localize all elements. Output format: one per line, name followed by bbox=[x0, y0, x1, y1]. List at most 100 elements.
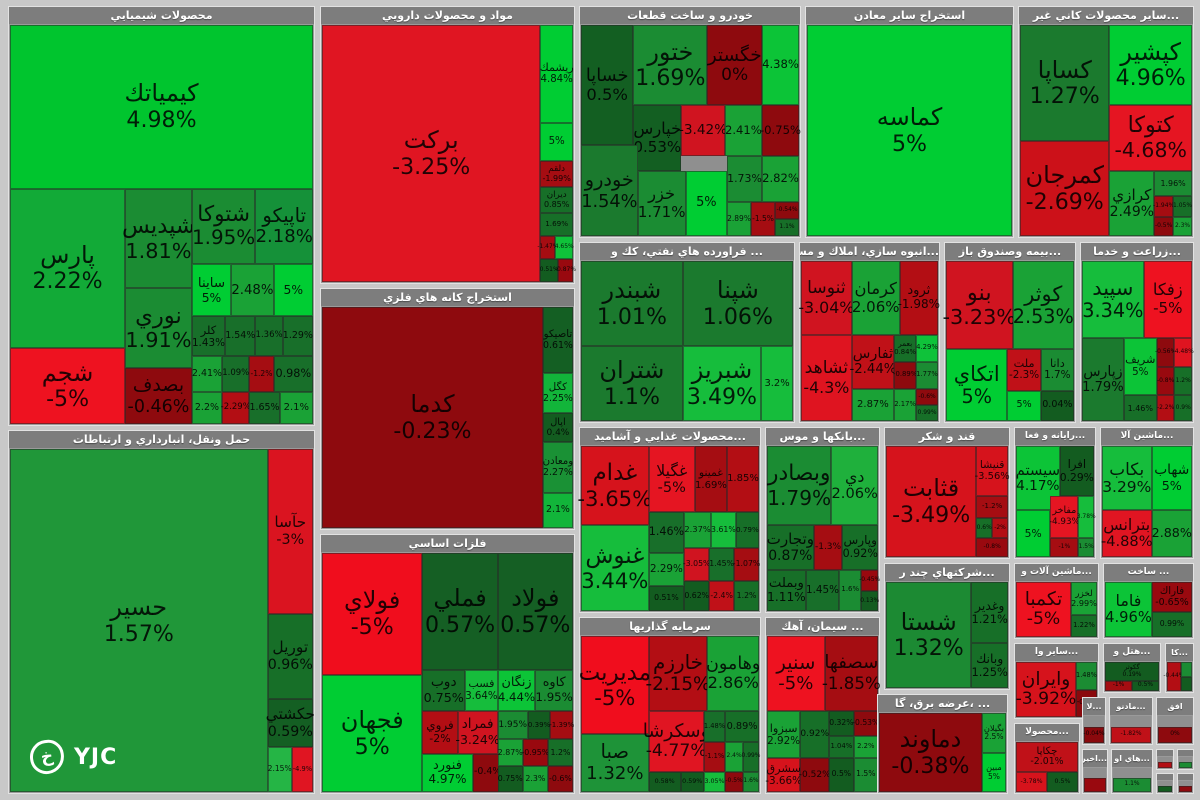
treemap-tile[interactable]: 2.3% bbox=[522, 765, 548, 792]
treemap-tile[interactable]: 5% bbox=[1007, 390, 1041, 421]
treemap-tile[interactable]: 0.5% bbox=[829, 757, 854, 792]
treemap-tile[interactable]: -1.5% bbox=[751, 202, 775, 236]
treemap-tile[interactable]: 0.5% bbox=[1047, 772, 1078, 792]
treemap-tile[interactable]: -1.1% bbox=[703, 742, 726, 772]
treemap-tile-كوثر[interactable]: كوثر 2.53% bbox=[1012, 261, 1074, 349]
treemap-tile-بكاب[interactable]: بكاب 3.29% bbox=[1102, 446, 1152, 511]
treemap-tile[interactable]: -0.89% bbox=[893, 361, 917, 389]
treemap-tile[interactable]: 1.96% bbox=[1154, 170, 1192, 196]
treemap-tile[interactable]: 1.54% bbox=[225, 316, 256, 357]
treemap-tile[interactable]: 0.98% bbox=[273, 356, 313, 393]
treemap-tile[interactable]: 0.39% bbox=[527, 710, 551, 740]
treemap-tile-شپنا[interactable]: شپنا 1.06% bbox=[682, 261, 793, 346]
treemap-tile-خپارس[interactable]: خپارس 0.53% bbox=[633, 105, 682, 171]
treemap-tile-ختور[interactable]: ختور 1.69% bbox=[633, 25, 708, 106]
treemap-tile[interactable]: 1.2% bbox=[734, 581, 759, 611]
treemap-tile-كمرجان[interactable]: كمرجان -2.69% bbox=[1020, 141, 1110, 236]
treemap-tile[interactable]: -0.54% bbox=[775, 202, 799, 220]
treemap-tile-مديريت[interactable]: مديريت -5% bbox=[579, 636, 651, 735]
treemap-tile-قنيشا[interactable]: قنيشا -3.56% bbox=[975, 446, 1010, 496]
treemap-tile[interactable]: 2.82% bbox=[761, 155, 799, 203]
treemap-tile-ثفارس[interactable]: ثفارس -2.44% bbox=[849, 334, 896, 389]
treemap-tile[interactable]: 2.2% bbox=[853, 735, 878, 758]
treemap-tile-ديران[interactable]: ديران 0.85% bbox=[540, 186, 573, 213]
treemap-tile-غدام[interactable]: غدام -3.65% bbox=[577, 446, 652, 526]
treemap-tile[interactable]: -1.07% bbox=[733, 548, 760, 582]
treemap-tile-وسكرشا[interactable]: وسكرشا -4.77% bbox=[643, 710, 710, 772]
treemap-tile[interactable] bbox=[1158, 785, 1172, 792]
treemap-tile[interactable]: 3.05% bbox=[703, 771, 726, 792]
treemap-tile[interactable]: 1.2% bbox=[547, 739, 573, 766]
treemap-tile[interactable]: 1.65% bbox=[249, 392, 280, 424]
treemap-tile-سپيد[interactable]: سپيد 3.34% bbox=[1082, 261, 1144, 338]
treemap-tile[interactable]: -0.44% bbox=[1163, 662, 1184, 691]
treemap-tile[interactable]: 1.5% bbox=[853, 757, 878, 792]
treemap-tile-خزر[interactable]: خزر 1.71% bbox=[637, 170, 686, 236]
treemap-tile-فاما[interactable]: فاما 4.96% bbox=[1105, 582, 1152, 637]
treemap-tile-بنو[interactable]: بنو -3.23% bbox=[942, 261, 1016, 349]
treemap-tile[interactable]: 2.15% bbox=[267, 747, 292, 792]
treemap-tile-فمراد[interactable]: فمراد -3.24% bbox=[455, 710, 500, 754]
treemap-tile[interactable]: -0.53% bbox=[852, 710, 879, 736]
treemap-tile[interactable]: 2.17% bbox=[894, 389, 917, 421]
treemap-tile[interactable]: 0.99% bbox=[916, 405, 938, 421]
treemap-tile-كرمان[interactable]: كرمان 2.06% bbox=[851, 261, 900, 335]
treemap-tile-خساپا[interactable]: خساپا 0.5% bbox=[581, 25, 634, 146]
treemap-tile-ثنوسا[interactable]: ثنوسا -3.04% bbox=[798, 261, 854, 335]
treemap-tile-زپارس[interactable]: زپارس 1.79% bbox=[1082, 337, 1124, 421]
treemap-tile-افرا[interactable]: افرا 0.29% bbox=[1059, 446, 1094, 496]
treemap-tile-كماسه[interactable]: كماسه 5% bbox=[807, 25, 1012, 236]
treemap-tile[interactable]: 3.2% bbox=[761, 345, 793, 421]
treemap-tile[interactable]: 1.09% bbox=[222, 356, 250, 393]
treemap-tile[interactable]: -3.42% bbox=[679, 105, 727, 156]
treemap-tile[interactable]: 1.36% bbox=[255, 316, 283, 357]
treemap-tile-كدما[interactable]: كدما -0.23% bbox=[322, 307, 543, 528]
treemap-tile[interactable]: -0.5% bbox=[725, 771, 743, 792]
treemap-tile-كرازي[interactable]: كرازي 2.49% bbox=[1109, 170, 1155, 236]
treemap-tile-دي[interactable]: دي 2.06% bbox=[831, 446, 878, 526]
treemap-tile[interactable]: 0.9% bbox=[1174, 395, 1192, 421]
treemap-tile-بعمر[interactable]: بعمر 0.84% bbox=[894, 334, 917, 362]
treemap-tile-وتجارت[interactable]: وتجارت 0.87% bbox=[767, 525, 814, 570]
treemap-tile[interactable]: -1.39% bbox=[549, 710, 574, 740]
treemap-tile-بصدف[interactable]: بصدف -0.46% bbox=[125, 368, 192, 424]
treemap-tile[interactable]: 4.38% bbox=[761, 25, 799, 106]
treemap-tile[interactable]: -1.94% bbox=[1153, 195, 1174, 217]
treemap-tile-ومعادن[interactable]: ومعادن 2.27% bbox=[543, 441, 573, 493]
treemap-tile[interactable]: 2.89% bbox=[727, 202, 752, 236]
treemap-tile[interactable]: -2% bbox=[992, 518, 1008, 539]
treemap-tile-حكشتي[interactable]: حكشتي 0.59% bbox=[266, 699, 315, 748]
treemap-tile-شريف[interactable]: شريف 5% bbox=[1123, 337, 1157, 396]
treemap-tile[interactable]: -0.8% bbox=[1156, 366, 1175, 396]
treemap-tile-كساپا[interactable]: كساپا 1.27% bbox=[1020, 25, 1110, 142]
treemap-tile[interactable]: 2.41% bbox=[724, 105, 762, 156]
treemap-tile[interactable]: -2.2% bbox=[1156, 395, 1175, 421]
treemap-tile[interactable]: 1.45% bbox=[805, 569, 840, 611]
treemap-tile-كيمياتك[interactable]: كيمياتك 4.98% bbox=[10, 25, 313, 189]
treemap-tile[interactable]: -0.52% bbox=[799, 757, 831, 792]
treemap-tile[interactable]: 0.5% bbox=[1132, 680, 1159, 691]
treemap-tile-وبصادر[interactable]: وبصادر 1.79% bbox=[767, 446, 832, 526]
treemap-tile-دماوند[interactable]: دماوند -0.38% bbox=[879, 713, 982, 792]
treemap-tile[interactable]: -0.95% bbox=[521, 739, 549, 766]
treemap-tile-توريل[interactable]: توريل 0.96% bbox=[267, 613, 313, 700]
treemap-tile[interactable]: -3.78% bbox=[1016, 772, 1047, 792]
treemap-tile[interactable]: 0.89% bbox=[725, 710, 759, 743]
treemap-tile[interactable]: 2.41% bbox=[191, 356, 223, 393]
treemap-tile[interactable]: 1.85% bbox=[726, 446, 759, 512]
treemap-tile[interactable]: 1.46% bbox=[648, 512, 685, 554]
treemap-tile[interactable]: 1.95% bbox=[497, 710, 528, 740]
treemap-tile-چكاپا[interactable]: چكاپا -2.01% bbox=[1016, 742, 1078, 772]
treemap-tile[interactable]: -0.6% bbox=[916, 389, 938, 405]
treemap-tile[interactable] bbox=[1179, 761, 1192, 768]
treemap-tile[interactable]: 1.04% bbox=[829, 735, 854, 758]
treemap-tile[interactable] bbox=[1158, 761, 1172, 768]
treemap-tile[interactable]: 2.29% bbox=[648, 553, 685, 587]
treemap-tile-ملت[interactable]: ملت -2.3% bbox=[1007, 349, 1041, 391]
treemap-tile-دلقم[interactable]: دلقم -1.99% bbox=[540, 161, 573, 187]
treemap-tile[interactable]: 1.1% bbox=[775, 219, 799, 236]
treemap-tile[interactable]: 1.6% bbox=[839, 569, 862, 611]
treemap-tile-ثشاهد[interactable]: ثشاهد -4.3% bbox=[801, 334, 852, 421]
treemap-tile-سشرق[interactable]: سشرق -3.66% bbox=[765, 757, 802, 792]
treemap-tile-سنير[interactable]: سنير -5% bbox=[767, 636, 825, 711]
